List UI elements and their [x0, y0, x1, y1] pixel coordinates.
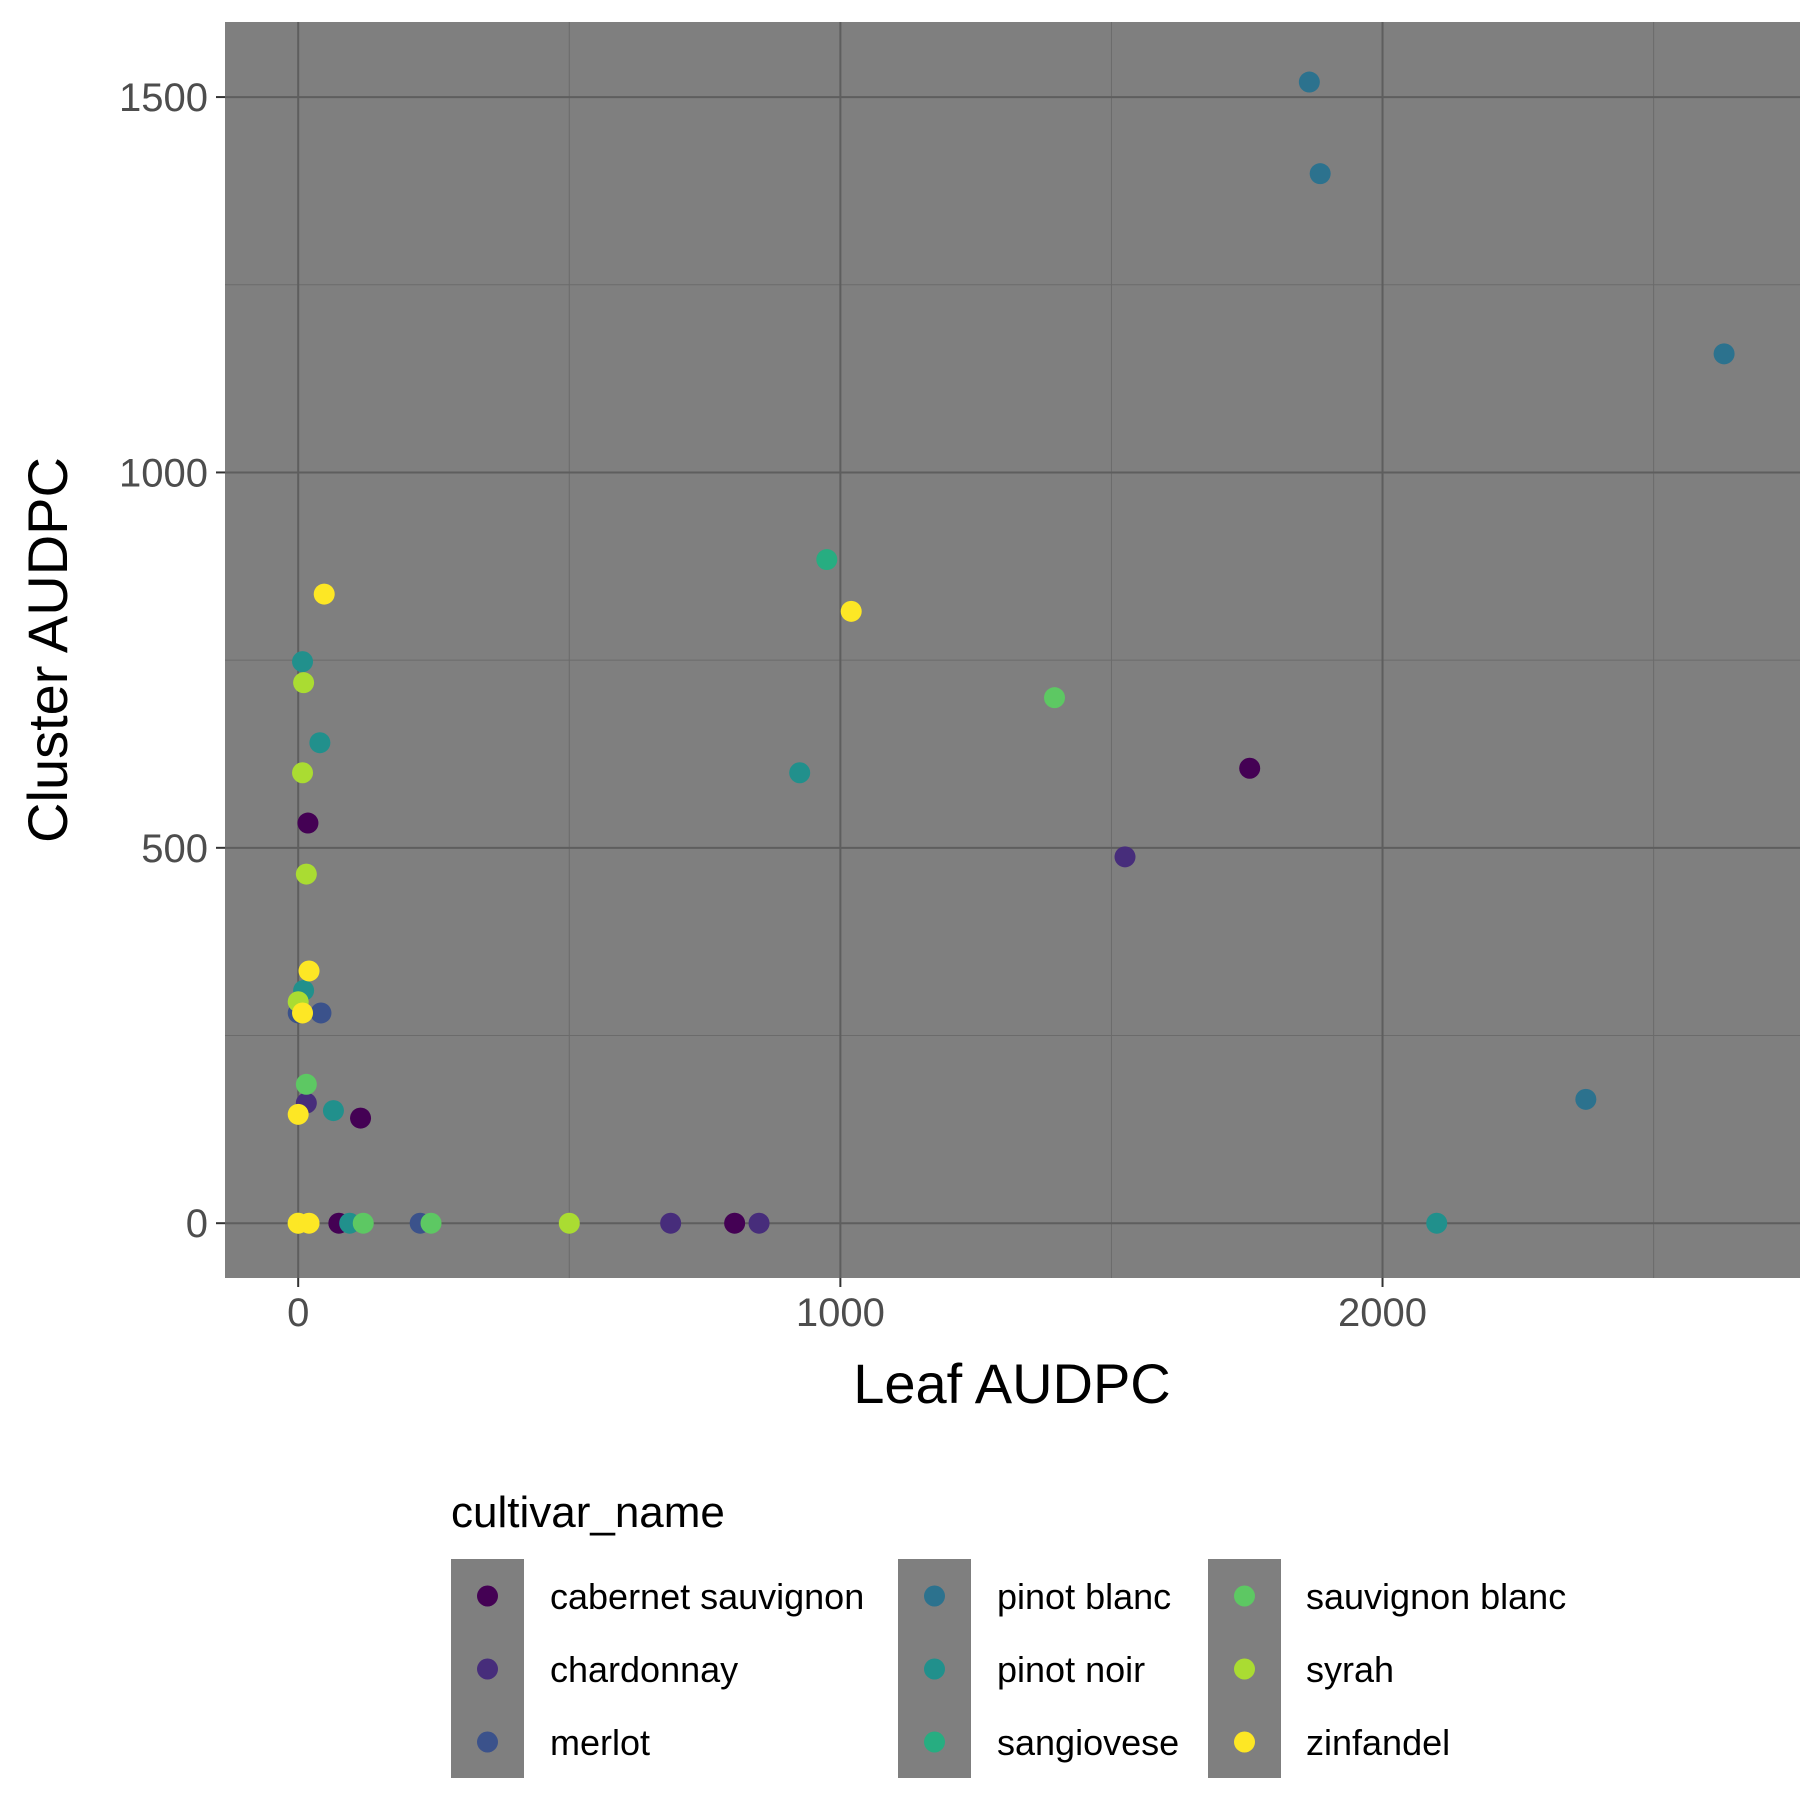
legend-key-sauvignon-blanc: [1234, 1585, 1255, 1607]
minor-gridlines: [225, 22, 1800, 1278]
point-chardonnay: [660, 1212, 682, 1234]
x-tick-label: 1000: [796, 1291, 885, 1335]
y-tick-label: 0: [186, 1202, 208, 1246]
data-points: [287, 71, 1735, 1234]
point-pinot-noir: [322, 1100, 344, 1122]
point-zinfandel: [313, 583, 335, 605]
legend-label: chardonnay: [550, 1649, 738, 1690]
point-zinfandel: [298, 960, 320, 982]
legend-key-sangiovese: [924, 1731, 945, 1753]
legend-label: merlot: [550, 1722, 650, 1763]
point-pinot-blanc: [1575, 1088, 1597, 1110]
legend-key-chardonnay: [477, 1658, 498, 1680]
legend: cultivar_name cabernet sauvignon chardonn…: [451, 1488, 1566, 1778]
point-pinot-blanc: [1298, 71, 1320, 93]
point-zinfandel: [292, 1002, 314, 1024]
point-cabernet-sauvignon: [724, 1212, 746, 1234]
legend-key-syrah: [1234, 1658, 1255, 1680]
x-axis-ticks: 0 1000 2000: [287, 1278, 1427, 1335]
legend-key-pinot-blanc: [924, 1585, 945, 1607]
y-tick-label: 1000: [119, 451, 208, 495]
point-cabernet-sauvignon: [1239, 757, 1261, 779]
point-sauvignon-blanc: [295, 1073, 317, 1095]
point-sangiovese: [816, 549, 838, 571]
legend-label: pinot blanc: [997, 1576, 1171, 1617]
point-pinot-noir: [309, 732, 331, 754]
point-pinot-blanc: [1713, 343, 1735, 365]
legend-title: cultivar_name: [451, 1488, 725, 1537]
panel-background: [225, 22, 1800, 1278]
legend-key-zinfandel: [1234, 1731, 1255, 1753]
point-syrah: [295, 863, 317, 885]
point-syrah: [558, 1212, 580, 1234]
legend-label: cabernet sauvignon: [550, 1576, 864, 1617]
major-gridlines: [225, 22, 1800, 1278]
legend-label: pinot noir: [997, 1649, 1145, 1690]
legend-label: zinfandel: [1306, 1722, 1450, 1763]
legend-label: sauvignon blanc: [1306, 1576, 1566, 1617]
x-tick-label: 2000: [1338, 1291, 1427, 1335]
point-sauvignon-blanc: [420, 1212, 442, 1234]
point-pinot-blanc: [1309, 163, 1331, 185]
point-chardonnay: [748, 1212, 770, 1234]
x-axis-title: Leaf AUDPC: [853, 1352, 1171, 1415]
point-merlot: [310, 1002, 332, 1024]
point-sauvignon-blanc: [352, 1212, 374, 1234]
point-pinot-noir: [789, 762, 811, 784]
y-axis-title: Cluster AUDPC: [16, 457, 79, 843]
point-pinot-noir: [1426, 1212, 1448, 1234]
point-zinfandel: [840, 600, 862, 622]
y-axis-ticks: 0 500 1000 1500: [119, 76, 225, 1246]
point-chardonnay: [1114, 846, 1136, 868]
legend-key-pinot-noir: [924, 1658, 945, 1680]
legend-key-cabernet-sauvignon: [477, 1585, 498, 1607]
point-syrah: [292, 762, 314, 784]
legend-label: sangiovese: [997, 1722, 1179, 1763]
y-tick-label: 500: [141, 827, 208, 871]
x-tick-label: 0: [287, 1291, 309, 1335]
point-zinfandel: [287, 1103, 309, 1125]
point-pinot-noir: [292, 651, 314, 673]
y-tick-label: 1500: [119, 76, 208, 120]
point-syrah: [293, 672, 315, 694]
legend-key-merlot: [477, 1731, 498, 1753]
point-cabernet-sauvignon: [297, 812, 319, 834]
point-cabernet-sauvignon: [350, 1107, 372, 1129]
point-sauvignon-blanc: [1044, 687, 1066, 709]
legend-label: syrah: [1306, 1649, 1394, 1690]
point-zinfandel: [298, 1212, 320, 1234]
